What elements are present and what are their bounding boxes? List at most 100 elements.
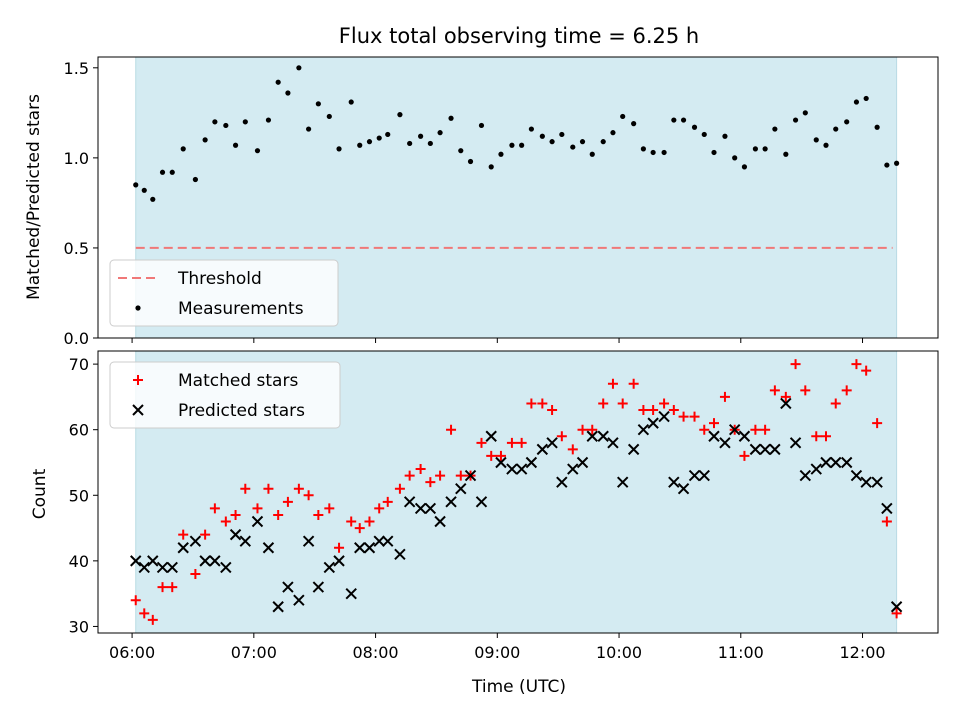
measurement-point — [467, 158, 474, 165]
measurement-point — [528, 126, 534, 132]
predicted-point — [719, 437, 731, 449]
predicted-point — [138, 561, 150, 574]
matched-point — [537, 398, 548, 409]
measurement-point — [397, 112, 403, 118]
measurement-point — [772, 126, 778, 132]
predicted-point — [189, 535, 202, 547]
matched-point — [263, 483, 274, 494]
predicted-point — [576, 456, 589, 469]
measurement-point — [427, 140, 433, 147]
measurement-point — [631, 121, 637, 127]
measurement-point — [894, 160, 900, 166]
predicted-point — [130, 555, 142, 567]
predicted-point — [536, 443, 549, 456]
legend-measurement-swatch — [135, 305, 141, 311]
matched-point — [324, 503, 335, 514]
measurement-point — [570, 144, 576, 150]
matched-point — [200, 529, 211, 540]
y-tick-label: 1.5 — [64, 59, 89, 78]
matched-point — [506, 437, 517, 448]
measurement-point — [348, 99, 354, 105]
matched-point — [425, 477, 436, 488]
measurement-point — [884, 162, 890, 168]
measurement-point — [202, 137, 208, 143]
matched-point — [800, 385, 811, 396]
legend-label: Threshold — [177, 269, 262, 289]
matched-point — [178, 529, 189, 540]
predicted-point — [382, 535, 394, 547]
predicted-point — [698, 469, 710, 482]
legend-count: Matched stars Predicted stars — [109, 361, 341, 429]
measurement-point — [254, 148, 261, 154]
predicted-point — [647, 417, 659, 429]
predicted-point — [515, 463, 528, 475]
predicted-point — [769, 443, 781, 456]
predicted-point — [262, 542, 275, 554]
matched-point — [364, 516, 375, 527]
matched-point — [167, 582, 178, 593]
y-tick-label: 0.5 — [64, 239, 89, 258]
measurement-point — [357, 142, 363, 148]
x-tick-label: 08:00 — [353, 643, 399, 662]
matched-point — [147, 614, 158, 625]
measurement-point — [792, 117, 799, 123]
predicted-point — [209, 555, 221, 567]
measurement-point — [589, 151, 595, 157]
x-tick-label: 07:00 — [231, 643, 277, 662]
predicted-point — [658, 410, 670, 423]
matched-point — [769, 385, 780, 396]
predicted-point — [229, 528, 242, 541]
predicted-point — [556, 476, 568, 488]
y-tick-label: 1.0 — [64, 149, 89, 168]
matched-point — [709, 418, 719, 429]
measurement-point — [488, 164, 494, 170]
measurement-point — [661, 149, 667, 156]
matched-point — [313, 509, 324, 520]
predicted-point — [637, 423, 650, 436]
x-axis-label: Time (UTC) — [471, 677, 566, 697]
measurement-point — [192, 176, 198, 183]
measurement-point — [326, 113, 332, 120]
predicted-point — [830, 456, 842, 469]
measurement-point — [579, 139, 586, 145]
matched-point — [598, 398, 609, 409]
matched-point — [891, 608, 902, 619]
series-measurements — [133, 65, 900, 202]
predicted-point — [302, 535, 315, 547]
matched-point — [790, 359, 801, 370]
measurement-point — [366, 139, 373, 145]
matched-point — [689, 411, 700, 422]
predicted-point — [156, 561, 169, 574]
predicted-point — [749, 443, 762, 456]
measurement-point — [539, 133, 545, 139]
predicted-point — [840, 456, 853, 469]
predicted-point — [199, 555, 211, 567]
axes-frame-count — [97, 350, 939, 634]
predicted-point — [586, 430, 598, 442]
predicted-point — [333, 555, 345, 567]
matched-point — [617, 398, 628, 409]
matched-point — [668, 405, 679, 416]
predicted-point — [464, 469, 477, 482]
legend-box — [109, 361, 341, 429]
x-tick-label: 09:00 — [474, 643, 520, 662]
measurement-point — [376, 135, 382, 141]
matched-point — [252, 503, 263, 514]
measurement-point — [296, 65, 302, 71]
predicted-point — [345, 587, 357, 600]
matched-point — [415, 464, 426, 475]
measurement-point — [762, 146, 768, 152]
x-tick-label: 12:00 — [839, 643, 885, 662]
matched-point — [354, 523, 365, 534]
matched-point — [750, 424, 761, 435]
measurement-point — [711, 149, 717, 156]
matched-point — [282, 496, 293, 507]
measurement-point — [232, 142, 239, 148]
predicted-point — [293, 594, 305, 606]
measurement-point — [722, 133, 728, 139]
predicted-point — [166, 561, 178, 574]
legend-predicted-swatch — [132, 404, 144, 416]
matched-point — [130, 595, 141, 606]
matched-point — [476, 437, 487, 448]
legend-label: Measurements — [178, 299, 304, 319]
